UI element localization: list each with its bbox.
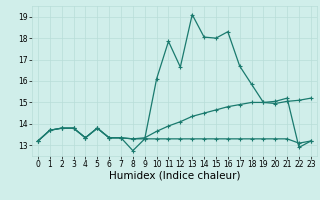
- X-axis label: Humidex (Indice chaleur): Humidex (Indice chaleur): [109, 171, 240, 181]
